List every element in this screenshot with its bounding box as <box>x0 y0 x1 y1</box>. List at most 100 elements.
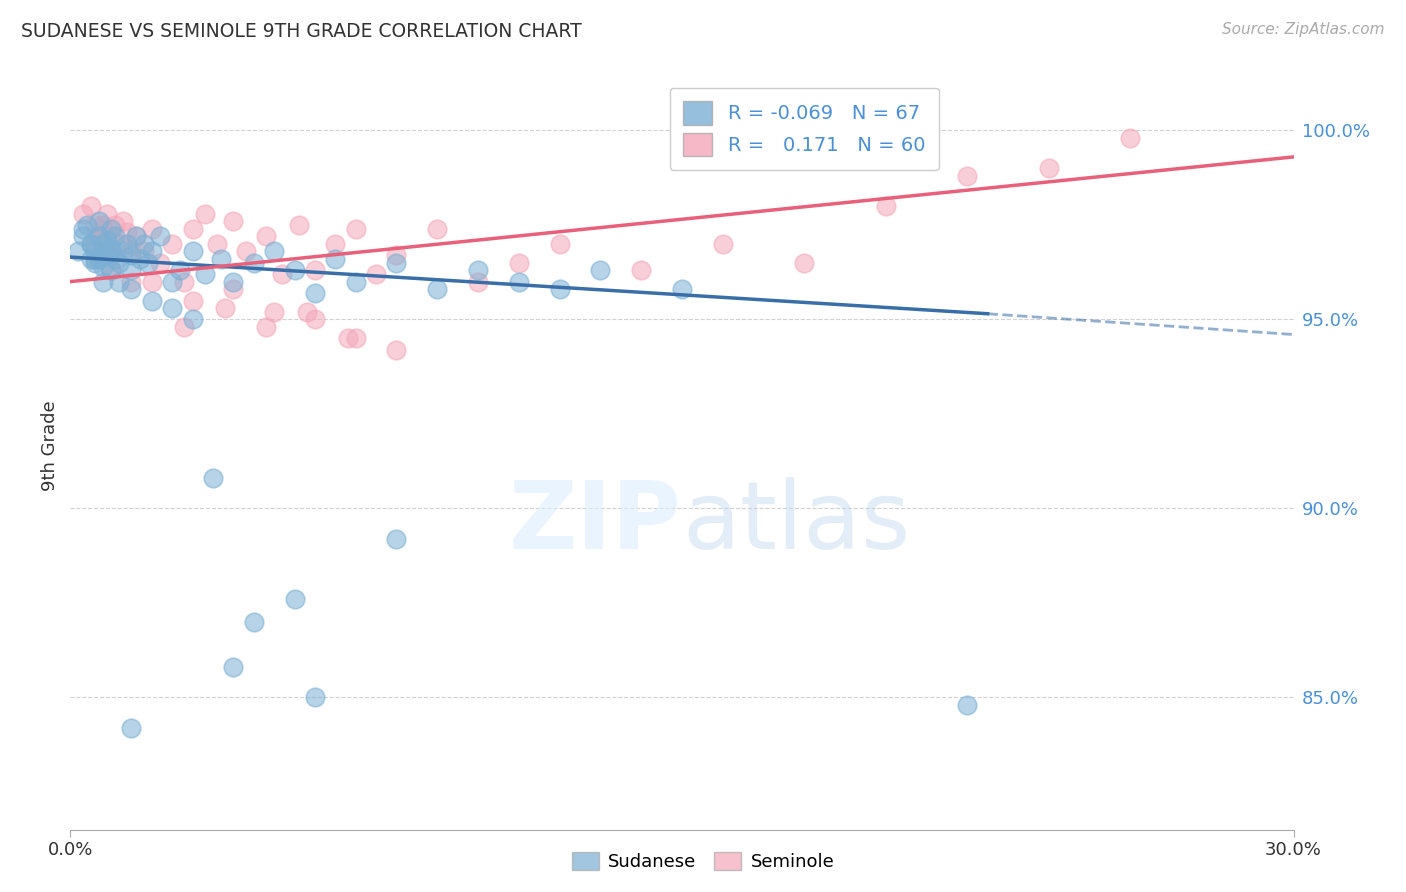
Point <box>162 236 183 251</box>
Point <box>284 592 307 607</box>
Point <box>91 260 114 274</box>
Point <box>108 256 131 270</box>
Point <box>108 236 131 251</box>
Point <box>385 256 408 270</box>
Point <box>711 236 734 251</box>
Point <box>87 229 110 244</box>
Point <box>323 236 347 251</box>
Point <box>548 236 571 251</box>
Point <box>1119 131 1142 145</box>
Point <box>96 206 118 220</box>
Point <box>508 256 530 270</box>
Point <box>426 221 449 235</box>
Point <box>284 263 307 277</box>
Point <box>222 275 245 289</box>
Point <box>124 229 146 244</box>
Point <box>243 256 266 270</box>
Point <box>112 214 135 228</box>
Point <box>793 256 815 270</box>
Point <box>121 263 143 277</box>
Point <box>108 275 131 289</box>
Point <box>132 236 155 251</box>
Point <box>149 229 172 244</box>
Point <box>121 244 143 259</box>
Point <box>304 312 326 326</box>
Point <box>128 252 150 266</box>
Point <box>385 343 408 357</box>
Point <box>141 244 163 259</box>
Point <box>149 256 172 270</box>
Point <box>630 263 652 277</box>
Point <box>72 229 94 244</box>
Text: Source: ZipAtlas.com: Source: ZipAtlas.com <box>1222 22 1385 37</box>
Point <box>336 331 359 345</box>
Point <box>100 244 122 259</box>
Point <box>254 320 277 334</box>
Point <box>100 229 122 244</box>
Point <box>91 236 114 251</box>
Point <box>295 305 318 319</box>
Point <box>121 721 143 735</box>
Point <box>169 263 191 277</box>
Point <box>194 206 217 220</box>
Point <box>141 293 163 308</box>
Point <box>173 320 195 334</box>
Point <box>467 275 489 289</box>
Point <box>548 282 571 296</box>
Point <box>100 248 122 262</box>
Legend: R = -0.069   N = 67, R =   0.171   N = 60: R = -0.069 N = 67, R = 0.171 N = 60 <box>669 87 939 170</box>
Point <box>141 221 163 235</box>
Point <box>875 199 897 213</box>
Point <box>344 331 367 345</box>
Point <box>87 214 110 228</box>
Point <box>344 275 367 289</box>
Point <box>87 252 110 266</box>
Point <box>181 293 204 308</box>
Point <box>366 267 388 281</box>
Point <box>67 244 90 259</box>
Point <box>72 221 94 235</box>
Text: atlas: atlas <box>682 476 910 569</box>
Point <box>304 263 326 277</box>
Point <box>235 244 257 259</box>
Point <box>426 282 449 296</box>
Point <box>956 698 979 712</box>
Point <box>79 236 103 251</box>
Point <box>141 275 163 289</box>
Point <box>271 267 294 281</box>
Point <box>508 275 530 289</box>
Point <box>100 263 122 277</box>
Point <box>205 236 228 251</box>
Point <box>117 236 139 251</box>
Text: ZIP: ZIP <box>509 476 682 569</box>
Text: SUDANESE VS SEMINOLE 9TH GRADE CORRELATION CHART: SUDANESE VS SEMINOLE 9TH GRADE CORRELATI… <box>21 22 582 41</box>
Point <box>100 241 122 255</box>
Point <box>214 301 236 315</box>
Point <box>121 282 143 296</box>
Point <box>121 275 143 289</box>
Point <box>209 252 232 266</box>
Point <box>181 312 204 326</box>
Point <box>83 218 105 232</box>
Point <box>287 218 309 232</box>
Y-axis label: 9th Grade: 9th Grade <box>41 401 59 491</box>
Point <box>76 218 98 232</box>
Point <box>173 275 195 289</box>
Point <box>181 244 204 259</box>
Point <box>222 660 245 674</box>
Point <box>222 282 245 296</box>
Point <box>254 229 277 244</box>
Point <box>83 236 105 251</box>
Point <box>344 221 367 235</box>
Point <box>121 248 143 262</box>
Point <box>385 532 408 546</box>
Point <box>124 229 146 244</box>
Point <box>589 263 612 277</box>
Point <box>467 263 489 277</box>
Point <box>304 285 326 300</box>
Point <box>222 214 245 228</box>
Point <box>1038 161 1060 176</box>
Point <box>83 256 105 270</box>
Point <box>671 282 693 296</box>
Point <box>104 229 127 244</box>
